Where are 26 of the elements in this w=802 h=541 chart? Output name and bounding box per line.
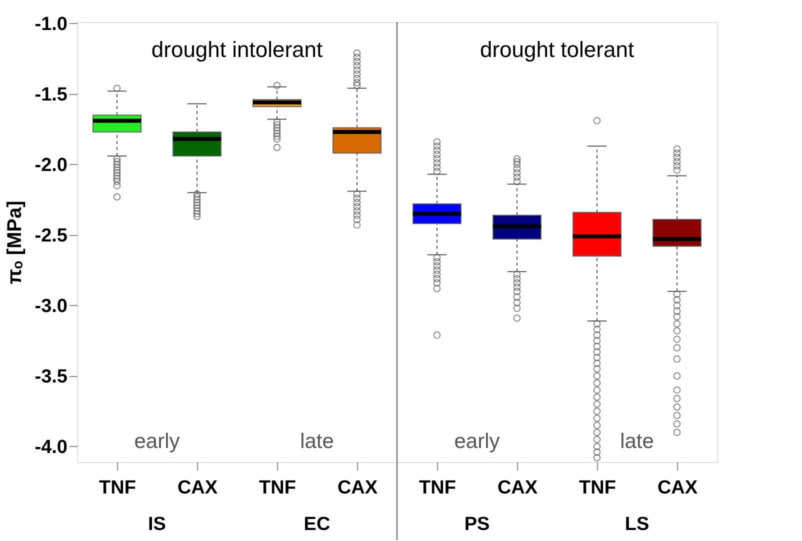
y-axis-title: πₒ [MPa] <box>4 200 26 284</box>
x-tick-label: TNF <box>419 478 456 498</box>
y-tick-label: -4.0 <box>34 436 68 458</box>
annotation: late <box>300 430 334 453</box>
x-tick-label: TNF <box>579 478 616 498</box>
text: LS <box>624 514 650 535</box>
y-tick-label: -1.5 <box>34 84 68 106</box>
y-tick-label: -3.0 <box>34 296 68 317</box>
x-tick-label: CAX <box>337 478 378 498</box>
text: PS <box>464 514 490 535</box>
annotation: drought intolerant <box>151 37 323 62</box>
annotation: early <box>454 430 500 453</box>
x-tick-label: CAX <box>177 478 218 498</box>
y-tick-label: -1.0 <box>34 14 68 35</box>
text: IS <box>148 514 166 535</box>
x-tick-label: CAX <box>497 478 538 498</box>
x-tick-label: CAX <box>657 478 698 498</box>
x-tick-label: TNF <box>99 478 136 498</box>
x-tick-label: TNF <box>259 478 296 498</box>
annotation: early <box>134 430 180 453</box>
y-tick-label: -2.5 <box>34 225 68 246</box>
text: EC <box>304 514 330 535</box>
y-tick-label: -2.0 <box>34 154 68 176</box>
annotation: drought tolerant <box>480 37 634 62</box>
y-tick-label: -3.5 <box>34 366 68 388</box>
annotation: late <box>620 430 654 453</box>
